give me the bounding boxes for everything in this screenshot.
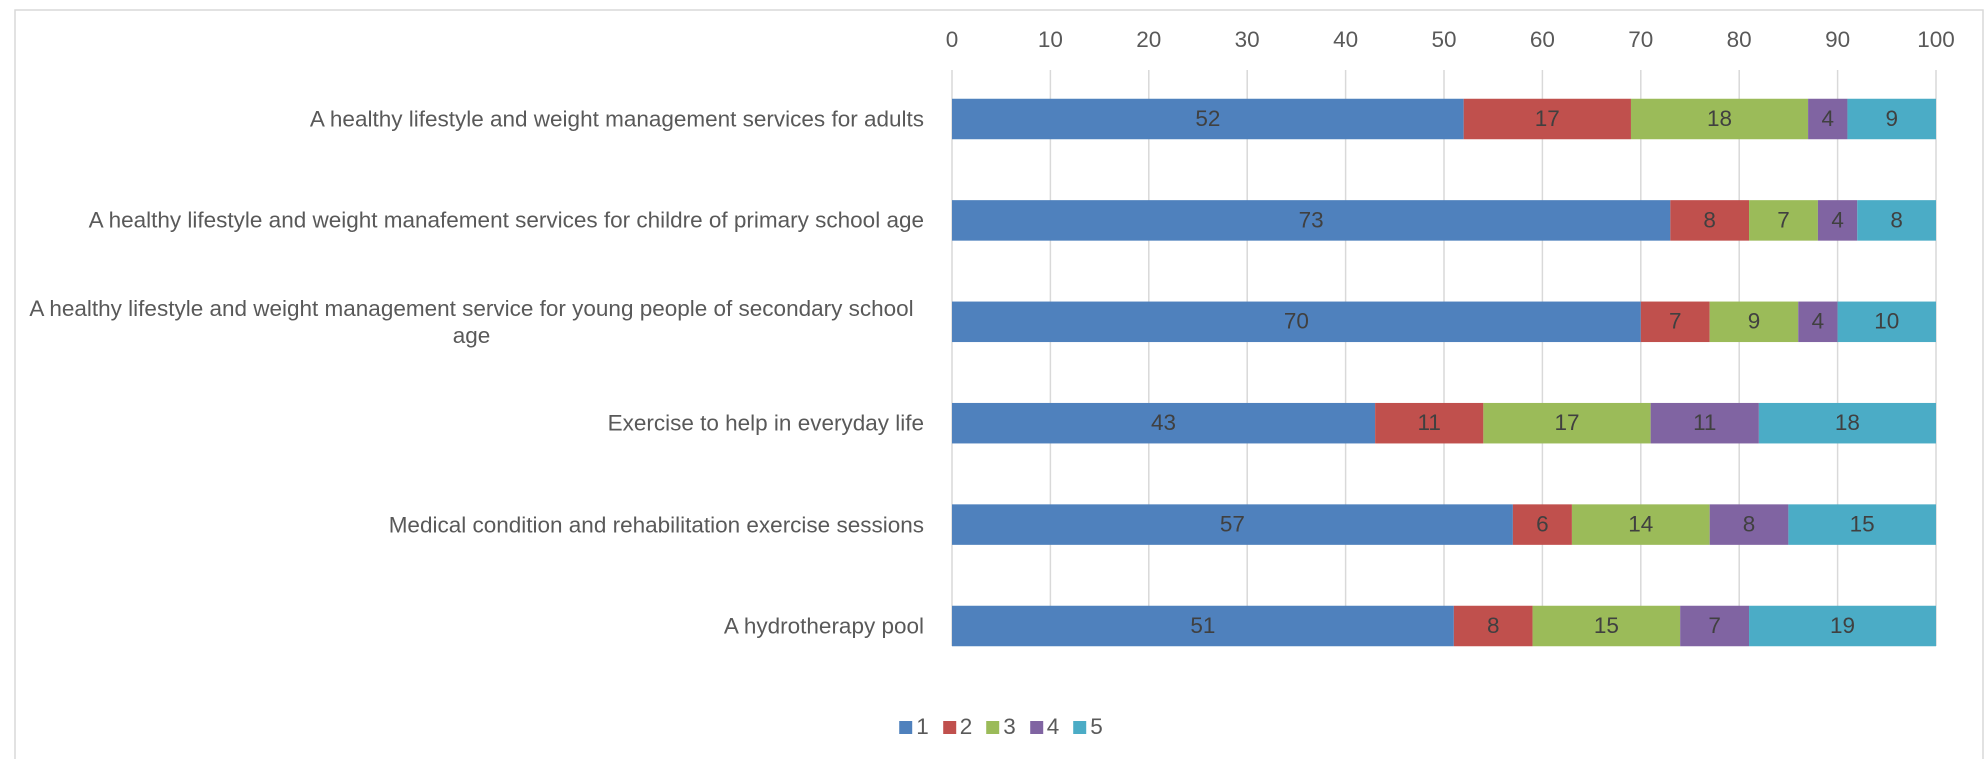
legend-item: 3 bbox=[986, 714, 1016, 740]
x-tick-label: 0 bbox=[946, 27, 959, 52]
category-label: A healthy lifestyle and weight managemen… bbox=[309, 106, 924, 132]
category-label: A healthy lifestyle and weight manafemen… bbox=[88, 207, 924, 233]
data-label: 73 bbox=[1299, 207, 1324, 232]
legend: 1 2 3 4 5 bbox=[899, 714, 1103, 740]
legend-item: 1 bbox=[899, 714, 929, 740]
data-label: 4 bbox=[1822, 106, 1835, 131]
bar-segment bbox=[1709, 504, 1789, 545]
bar-segment bbox=[1758, 402, 1936, 444]
data-label: 18 bbox=[1707, 106, 1732, 131]
bar-segment bbox=[1571, 504, 1710, 545]
data-label: 51 bbox=[1190, 613, 1215, 638]
bar-segment bbox=[1650, 402, 1759, 444]
x-tick-label: 50 bbox=[1431, 27, 1456, 52]
legend-label: 4 bbox=[1046, 714, 1060, 739]
bar-segment bbox=[1749, 605, 1936, 647]
legend-swatch bbox=[1073, 720, 1087, 734]
data-label: 10 bbox=[1874, 309, 1899, 334]
legend-item: 2 bbox=[942, 714, 973, 740]
bar-segment bbox=[952, 402, 1376, 444]
bar-segment bbox=[1788, 504, 1936, 545]
legend-item: 4 bbox=[1029, 714, 1060, 740]
bar-segment bbox=[952, 504, 1513, 545]
legend-item: 5 bbox=[1073, 714, 1103, 740]
data-label: 4 bbox=[1812, 309, 1825, 334]
data-label: 9 bbox=[1885, 106, 1898, 131]
data-label: 7 bbox=[1777, 207, 1790, 232]
bar-segment bbox=[1532, 605, 1681, 647]
data-label: 17 bbox=[1535, 106, 1560, 131]
bar-segment bbox=[952, 98, 1464, 140]
legend-label: 1 bbox=[916, 714, 929, 739]
legend-label: 5 bbox=[1090, 714, 1103, 739]
data-label: 18 bbox=[1835, 410, 1860, 435]
data-label: 8 bbox=[1703, 207, 1716, 232]
data-label: 52 bbox=[1195, 106, 1220, 131]
bar-segment bbox=[1847, 98, 1936, 140]
bar-segment bbox=[952, 301, 1641, 343]
data-label: 57 bbox=[1220, 512, 1245, 537]
data-label: 15 bbox=[1594, 613, 1619, 638]
bar-segment bbox=[1630, 98, 1809, 140]
bar-segment bbox=[1798, 301, 1838, 343]
bar-segment bbox=[1453, 605, 1533, 647]
bar-segment bbox=[1709, 301, 1799, 343]
bar-segment bbox=[1808, 98, 1848, 140]
x-tick-label: 20 bbox=[1136, 27, 1161, 52]
bar-segment bbox=[1837, 301, 1936, 343]
category-label: Medical condition and rehabilitation exe… bbox=[388, 512, 924, 538]
chart-border bbox=[14, 9, 1984, 759]
data-label: 15 bbox=[1850, 512, 1875, 537]
x-tick-label: 90 bbox=[1825, 27, 1850, 52]
data-label: 8 bbox=[1487, 613, 1500, 638]
category-label: Exercise to help in everyday life bbox=[607, 410, 924, 436]
x-tick-label: 80 bbox=[1727, 27, 1752, 52]
data-label: 9 bbox=[1748, 309, 1761, 334]
bar-segment bbox=[1463, 98, 1631, 140]
category-label: A healthy lifestyle and weight managemen… bbox=[29, 295, 914, 348]
data-label: 17 bbox=[1554, 410, 1579, 435]
bar-segment bbox=[952, 605, 1454, 647]
x-tick-label: 100 bbox=[1917, 27, 1955, 52]
data-label: 70 bbox=[1284, 309, 1309, 334]
bar-segment bbox=[1680, 605, 1750, 647]
data-label: 8 bbox=[1890, 207, 1903, 232]
bar-segment bbox=[1670, 200, 1750, 241]
bar-segment bbox=[1640, 301, 1710, 343]
data-label: 7 bbox=[1708, 613, 1721, 638]
x-tick-label: 60 bbox=[1530, 27, 1555, 52]
x-tick-label: 40 bbox=[1333, 27, 1358, 52]
legend-swatch bbox=[942, 720, 956, 734]
bar-segment bbox=[1817, 200, 1858, 241]
data-label: 19 bbox=[1830, 613, 1855, 638]
legend-swatch bbox=[1029, 720, 1043, 734]
legend-label: 3 bbox=[1003, 714, 1016, 739]
bar-segment bbox=[952, 200, 1671, 241]
legend-swatch bbox=[899, 720, 913, 734]
x-tick-label: 30 bbox=[1235, 27, 1260, 52]
x-tick-label: 10 bbox=[1038, 27, 1063, 52]
data-label: 11 bbox=[1418, 410, 1441, 435]
data-label: 7 bbox=[1669, 309, 1682, 334]
x-tick-label: 70 bbox=[1628, 27, 1653, 52]
bar-segment bbox=[1749, 200, 1818, 241]
legend-swatch bbox=[986, 720, 1000, 734]
data-label: 11 bbox=[1693, 410, 1716, 435]
data-label: 14 bbox=[1628, 512, 1653, 537]
legend-label: 2 bbox=[959, 714, 973, 739]
data-label: 4 bbox=[1831, 207, 1844, 232]
bar-segment bbox=[1512, 504, 1572, 545]
bar-segment bbox=[1483, 402, 1651, 444]
category-label: A hydrotherapy pool bbox=[723, 613, 924, 639]
bar-segment bbox=[1375, 402, 1484, 444]
data-label: 43 bbox=[1151, 410, 1176, 435]
data-label: 8 bbox=[1743, 512, 1756, 537]
data-label: 6 bbox=[1536, 512, 1549, 537]
bar-segment bbox=[1857, 200, 1936, 241]
